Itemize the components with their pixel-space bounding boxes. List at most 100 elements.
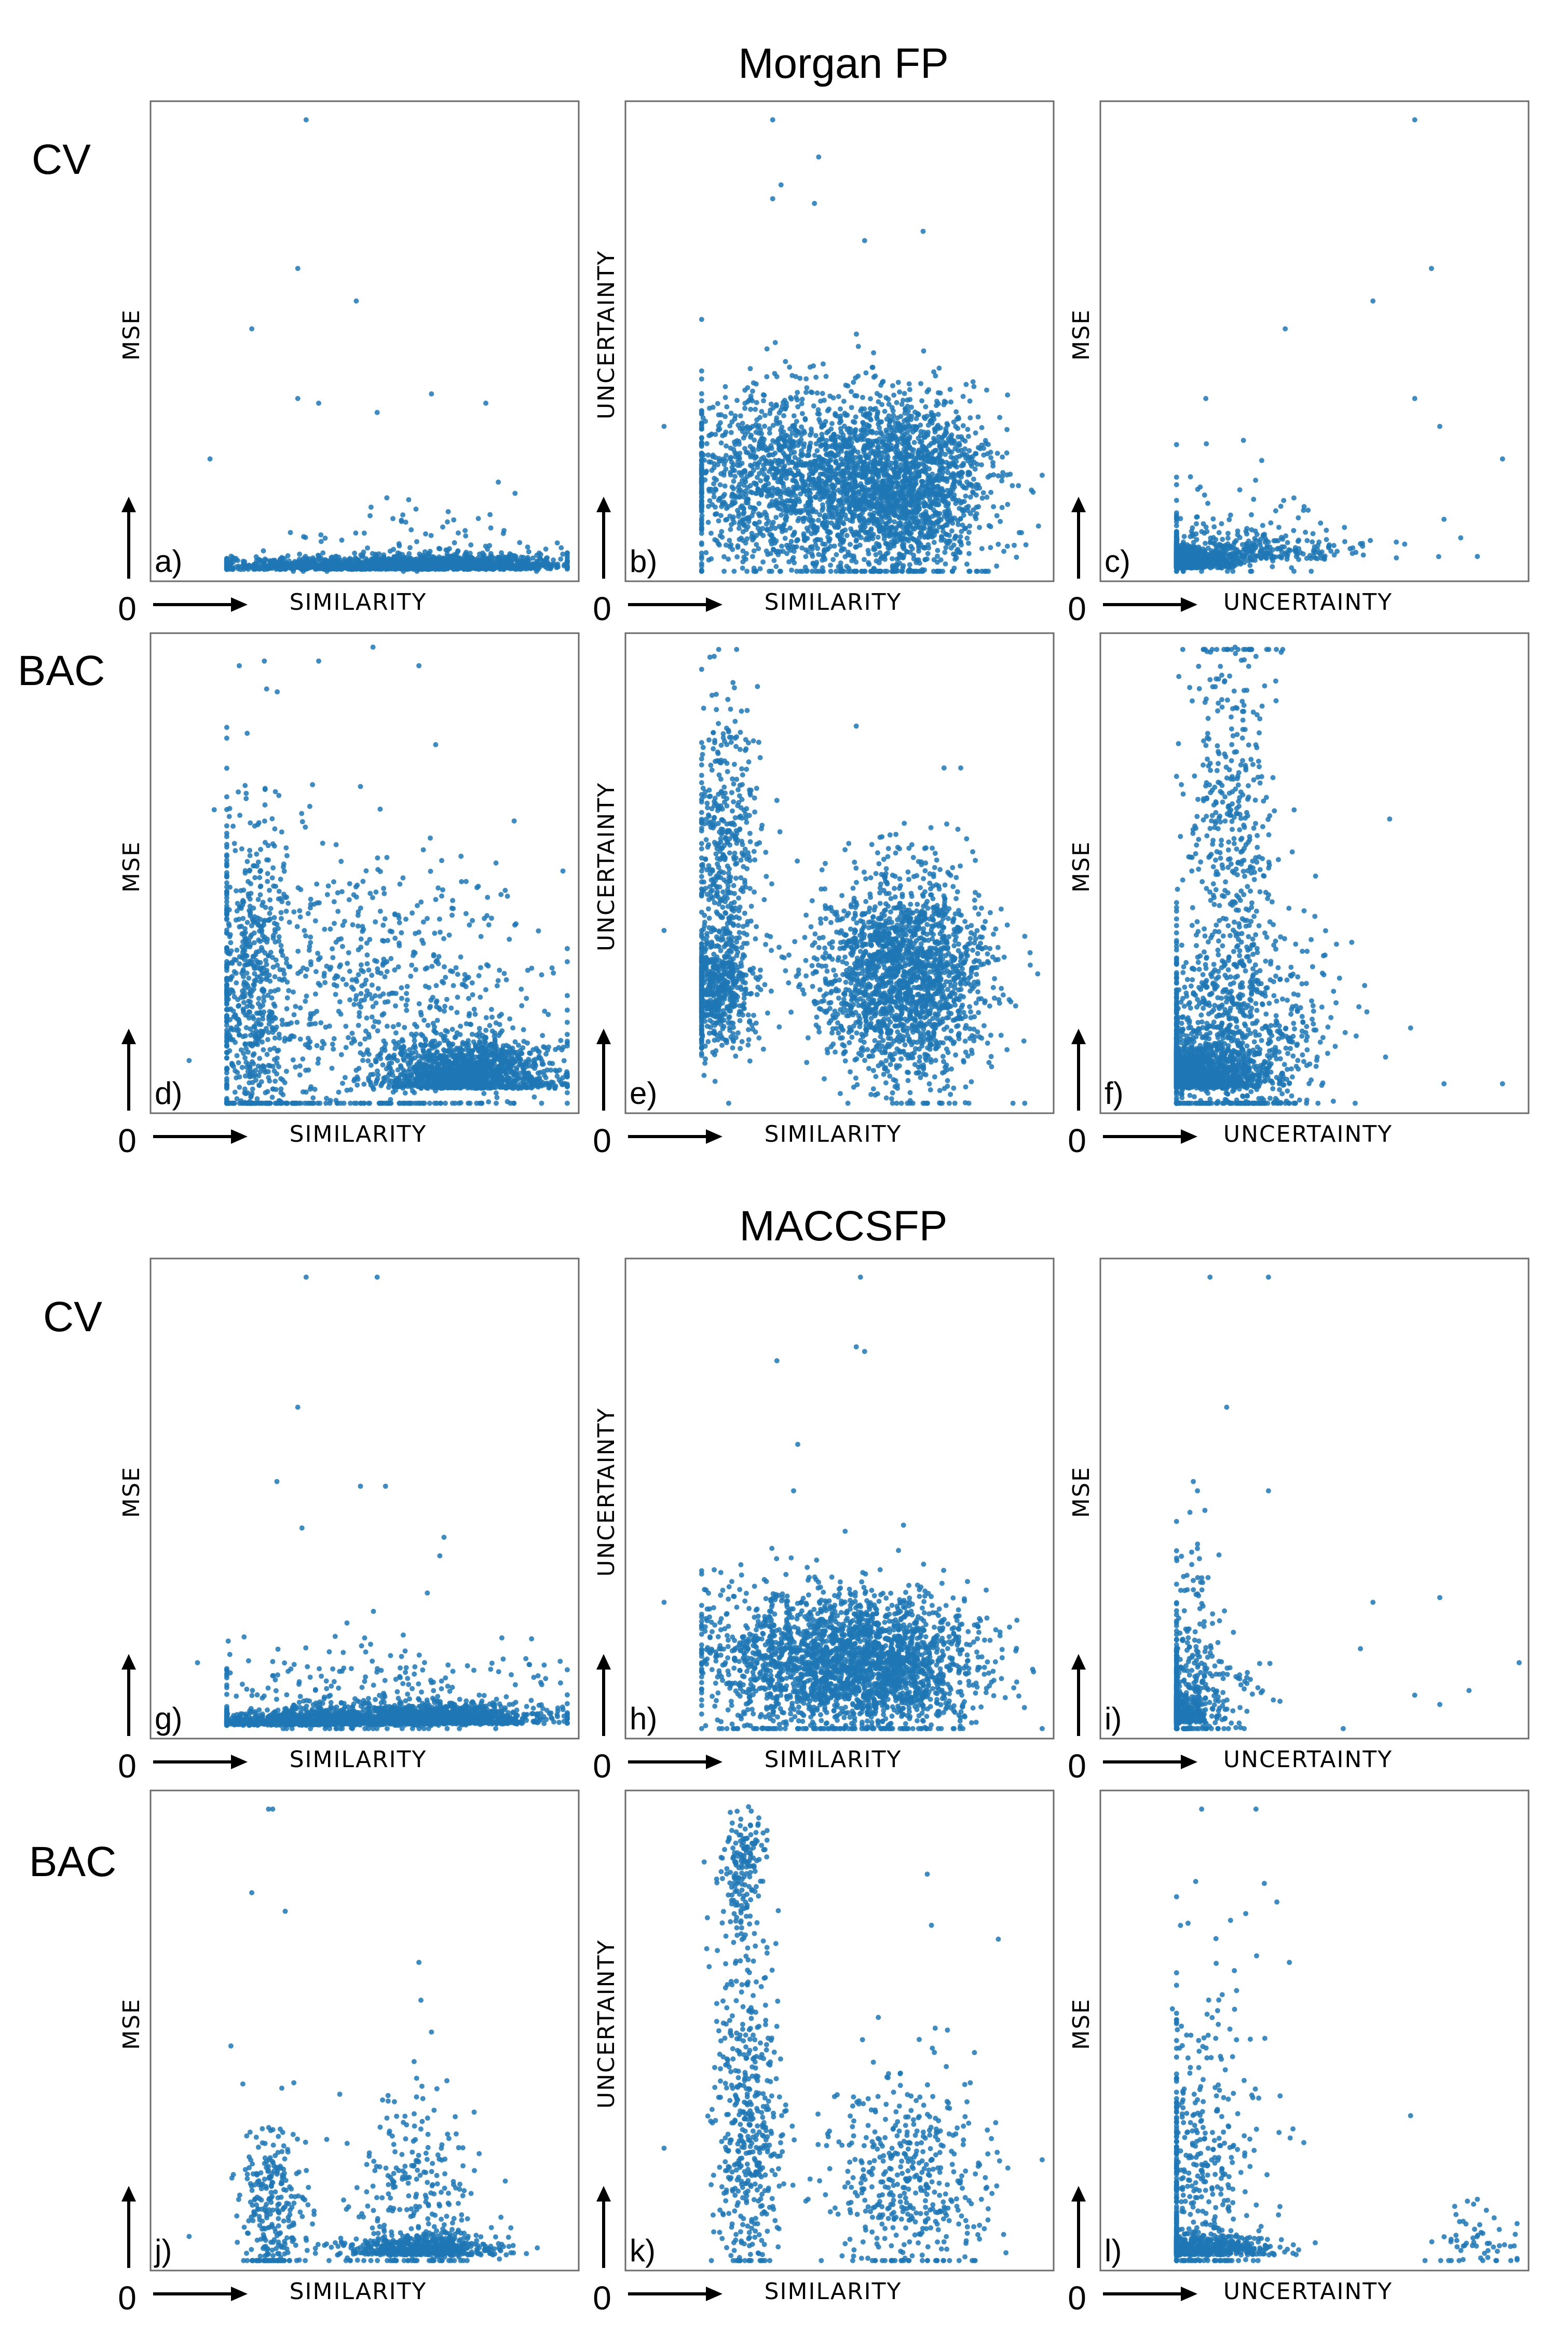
section-title-morgan: Morgan FP	[738, 40, 949, 87]
data-point	[967, 399, 973, 404]
data-point	[482, 552, 487, 557]
data-point	[764, 477, 769, 482]
data-point	[388, 566, 393, 571]
data-point	[784, 551, 789, 556]
data-point	[921, 523, 926, 528]
data-point	[761, 472, 767, 477]
data-point	[731, 569, 737, 574]
data-point	[977, 485, 982, 490]
data-point	[852, 420, 857, 425]
data-point	[964, 562, 970, 567]
data-point	[313, 562, 318, 567]
data-point	[763, 483, 768, 488]
data-point	[823, 419, 828, 424]
data-point	[716, 412, 721, 417]
data-point	[988, 455, 993, 460]
data-point	[895, 440, 901, 445]
data-point	[918, 469, 923, 474]
data-point	[856, 344, 861, 349]
data-point	[762, 467, 767, 472]
data-point	[773, 526, 778, 531]
data-point	[860, 484, 865, 489]
data-point	[400, 512, 405, 517]
data-point	[900, 565, 905, 570]
data-point	[891, 413, 896, 418]
data-point	[950, 569, 955, 574]
data-point	[922, 457, 928, 462]
data-point	[903, 491, 908, 496]
data-point	[537, 562, 542, 567]
data-point	[793, 427, 798, 432]
data-point	[864, 445, 869, 450]
data-point	[699, 368, 704, 374]
data-point	[836, 394, 841, 399]
data-point	[853, 414, 858, 419]
data-point	[970, 454, 975, 459]
data-point	[1012, 543, 1017, 548]
data-point	[877, 550, 882, 555]
data-point	[534, 569, 539, 574]
data-point	[887, 506, 892, 511]
data-point	[728, 527, 733, 532]
data-point	[706, 459, 712, 464]
data-point	[940, 476, 945, 481]
data-point	[929, 493, 934, 498]
data-point	[824, 445, 829, 450]
row-label-morgan-cv: CV	[32, 136, 91, 183]
data-point	[771, 558, 776, 563]
data-point	[971, 379, 976, 385]
data-point	[838, 406, 843, 412]
data-point	[849, 389, 854, 394]
data-point	[870, 476, 876, 482]
data-point	[386, 556, 391, 561]
data-point	[380, 566, 386, 571]
data-point	[851, 380, 856, 385]
data-point	[388, 549, 393, 554]
data-point	[981, 453, 986, 458]
data-point	[306, 562, 311, 567]
data-point	[779, 432, 784, 437]
data-point	[732, 416, 738, 421]
data-point	[878, 430, 883, 435]
data-point	[748, 407, 753, 412]
data-point	[922, 567, 927, 572]
data-point	[866, 487, 871, 493]
data-point	[787, 438, 792, 443]
data-point	[976, 414, 981, 419]
data-point	[916, 490, 921, 496]
data-point	[721, 569, 727, 574]
data-point	[478, 558, 483, 563]
data-point	[894, 400, 899, 405]
data-point	[834, 569, 839, 574]
data-point	[790, 557, 795, 562]
data-point	[851, 489, 856, 495]
data-point	[715, 462, 720, 467]
data-point	[318, 532, 323, 538]
data-point	[853, 429, 858, 434]
data-point	[813, 375, 819, 380]
data-point	[888, 419, 893, 425]
data-point	[946, 541, 951, 546]
data-point	[892, 511, 897, 516]
data-point	[750, 554, 755, 559]
data-point	[902, 447, 907, 452]
data-point	[962, 526, 967, 531]
data-point	[756, 546, 761, 551]
data-point	[754, 381, 759, 387]
data-point	[404, 560, 410, 565]
data-point	[837, 420, 842, 426]
data-point	[520, 564, 525, 569]
x-axis-arrow	[153, 597, 248, 612]
data-point	[904, 550, 909, 555]
data-point	[445, 552, 450, 557]
data-point	[783, 468, 788, 473]
data-point	[937, 462, 942, 468]
data-point	[883, 478, 889, 483]
data-point	[906, 509, 911, 514]
data-point	[915, 540, 920, 545]
data-point	[1318, 521, 1323, 526]
data-point	[414, 539, 419, 544]
data-point	[770, 438, 775, 443]
data-point	[942, 550, 947, 555]
data-point	[914, 426, 919, 431]
